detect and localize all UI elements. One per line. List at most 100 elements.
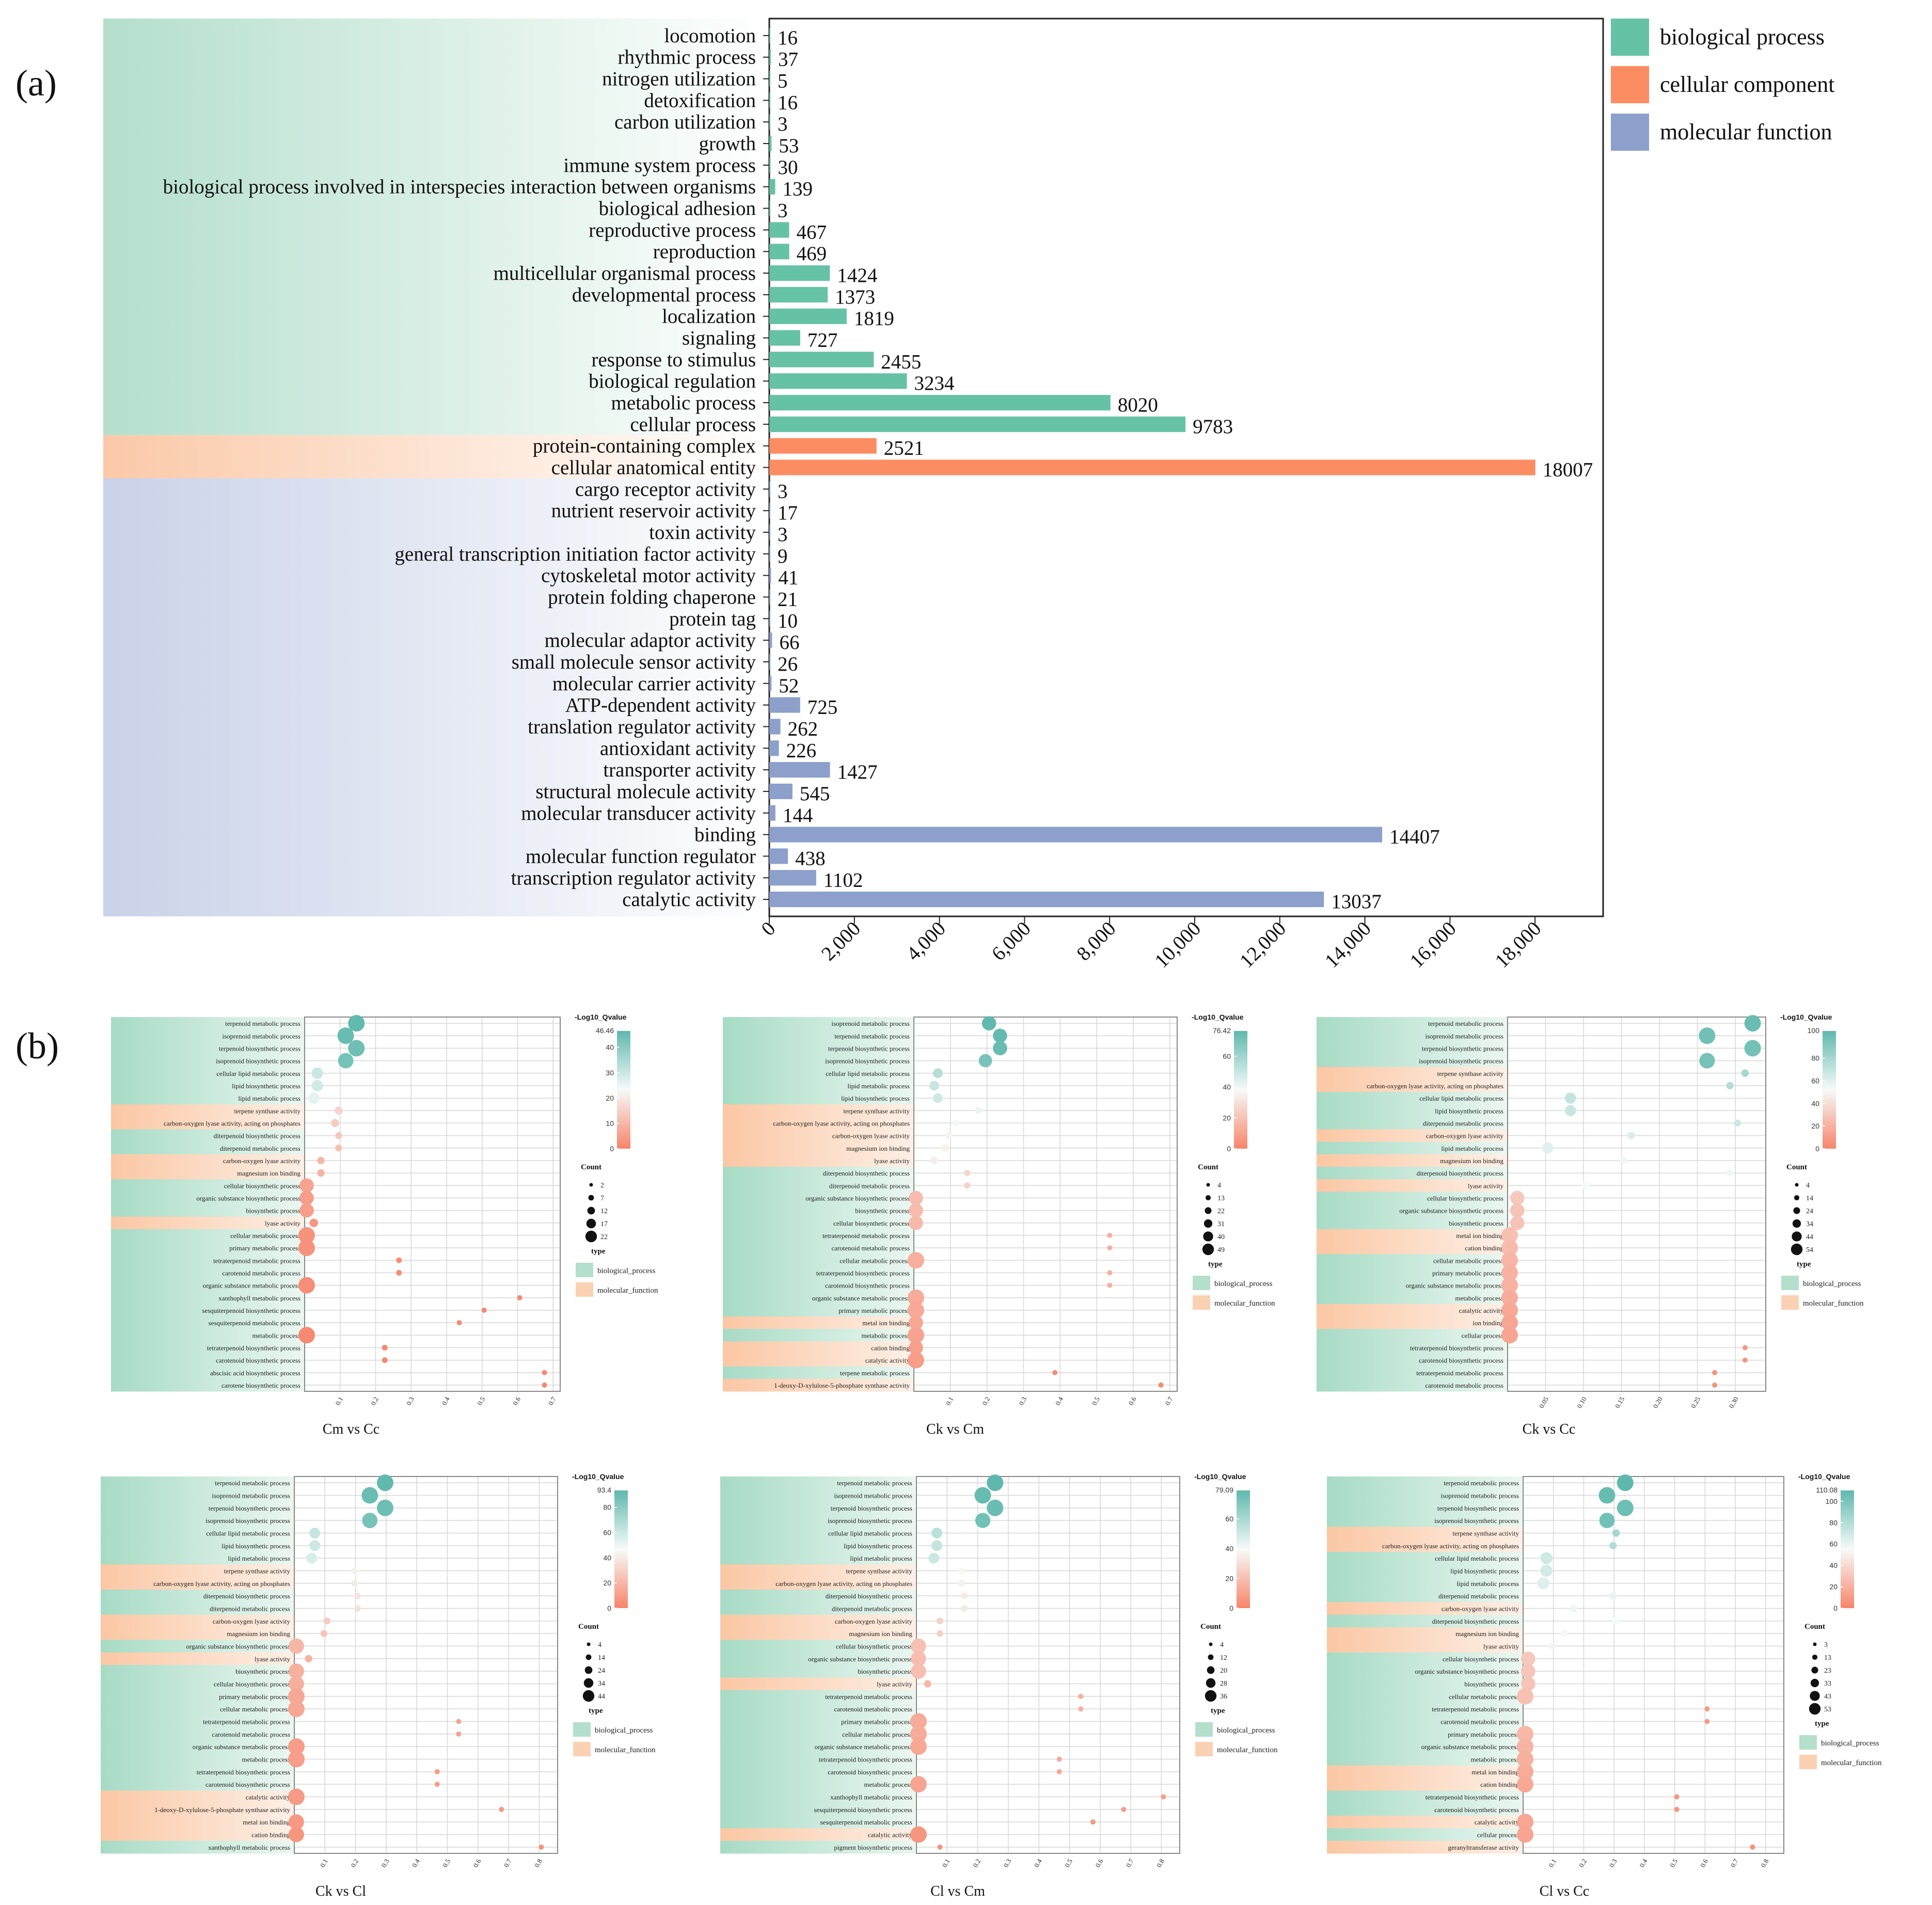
data-point [338,1053,354,1069]
count-legend-dot [1203,1219,1213,1228]
term-band [723,1304,914,1317]
term-label: primary metabolic process [1432,1269,1503,1277]
data-point [1107,1282,1113,1288]
data-point [911,1651,926,1666]
term-label: diterpenoid biosynthetic process [1417,1169,1503,1177]
data-point [1704,1706,1710,1712]
count-legend-label: 23 [1824,1667,1831,1675]
x-tick-label: 0.6 [511,1395,522,1407]
term-band [720,1816,916,1829]
type-legend-label: biological_process [1803,1280,1861,1288]
data-point [1620,1156,1627,1165]
term-band [111,1354,305,1367]
x-tick-label: 0.1 [1547,1858,1558,1869]
term-band [101,1539,294,1552]
colorbar-title: -Log10_Qvalue [1798,1472,1850,1481]
term-label: lyase activity [265,1219,300,1227]
category-label: protein tag [669,608,756,630]
category-label: metabolic process [611,392,756,414]
bar [769,546,770,562]
term-label: cellular metabolic process [1433,1257,1503,1264]
term-label: carotene biosynthetic process [221,1382,300,1389]
term-label: carotenoid biosynthetic process [216,1357,300,1364]
bar-value-label: 139 [782,178,813,200]
data-point [1564,1105,1576,1116]
data-point [945,1132,953,1139]
data-point [351,1580,358,1586]
type-legend-title: type [589,1707,603,1715]
data-point [1517,1688,1533,1705]
term-label: carotenoid biosynthetic process [825,1282,910,1290]
term-band [1327,1677,1523,1691]
data-point [1501,1252,1518,1269]
x-tick-label: 14,000 [1321,917,1375,972]
term-label: catalytic activity [865,1357,910,1364]
x-tick-label: 0.7 [547,1395,558,1407]
term-label: magnesium ion binding [227,1630,290,1638]
term-label: metabolic process [252,1331,301,1339]
comparison-title: Ck vs Cm [926,1421,984,1437]
bar-value-label: 26 [778,653,798,675]
count-legend-label: 14 [1806,1195,1813,1202]
term-label: organic substance biosynthetic process [196,1194,300,1202]
x-tick-label: 0.2 [349,1858,360,1869]
data-point [1742,1357,1748,1363]
bar [769,244,789,260]
term-label: terpenoid biosynthetic process [209,1504,290,1512]
data-point [309,1218,319,1228]
data-point [289,1827,304,1843]
term-label: carbon-oxygen lyase activity, acting on … [1382,1542,1519,1550]
colorbar-tick-label: 40 [606,1043,614,1052]
count-legend-dot [1202,1243,1214,1256]
x-tick-label: 0.7 [1729,1858,1740,1869]
term-label: cellular biosynthetic process [224,1182,300,1189]
term-band [111,1179,305,1192]
term-label: biosynthetic process [246,1207,300,1215]
colorbar [614,1490,628,1608]
data-point [298,1327,315,1344]
x-tick-label: 2,000 [817,917,865,965]
term-band [111,1304,305,1317]
term-band [1327,1539,1523,1552]
term-band [723,1092,914,1105]
data-point [354,1605,361,1612]
dot-plot-4: terpenoid metabolic process isoprenoid me… [101,1472,656,1899]
data-point [910,1725,927,1742]
data-point [337,1027,354,1044]
x-tick-label: 10,000 [1150,917,1205,972]
term-label: metabolic process [862,1331,910,1339]
term-label: isoprenoid biosynthetic process [825,1057,910,1065]
term-band [1317,1141,1508,1155]
x-tick-label: 0.5 [476,1395,486,1407]
data-point [987,1474,1004,1491]
term-band [1327,1489,1523,1502]
term-label: ion binding [1472,1319,1503,1327]
term-label: lipid metabolic process [847,1082,910,1090]
term-label: cellular metabolic process [220,1705,290,1713]
term-label: catalytic activity [1459,1307,1504,1314]
type-legend-title: type [591,1247,606,1256]
term-band [101,1552,294,1565]
term-label: diterpenoid metabolic process [1438,1592,1519,1600]
bar-value-label: 3 [778,113,788,135]
bar [769,114,770,130]
term-label: isoprenoid metabolic process [834,1492,912,1500]
data-point [434,1782,440,1787]
term-label: lyase activity [1483,1643,1519,1650]
count-legend-dot [588,1195,594,1201]
category-label: protein-containing complex [533,435,756,457]
term-band [101,1828,294,1842]
term-label: xanthophyll metabolic process [218,1294,300,1302]
data-point [961,1592,968,1599]
data-point [1107,1270,1113,1276]
term-label: organic substance biosynthetic process [1415,1668,1519,1675]
x-tick-label: 0.5 [1063,1858,1074,1869]
term-band [101,1652,294,1665]
bar-value-label: 18007 [1543,459,1593,481]
data-point [456,1320,462,1326]
data-point [987,1499,1004,1516]
count-legend-dot [1812,1654,1818,1660]
data-point [1517,1751,1533,1768]
term-label: carotenoid metabolic process [1440,1718,1519,1726]
colorbar-max-label: 76.42 [1213,1026,1231,1035]
